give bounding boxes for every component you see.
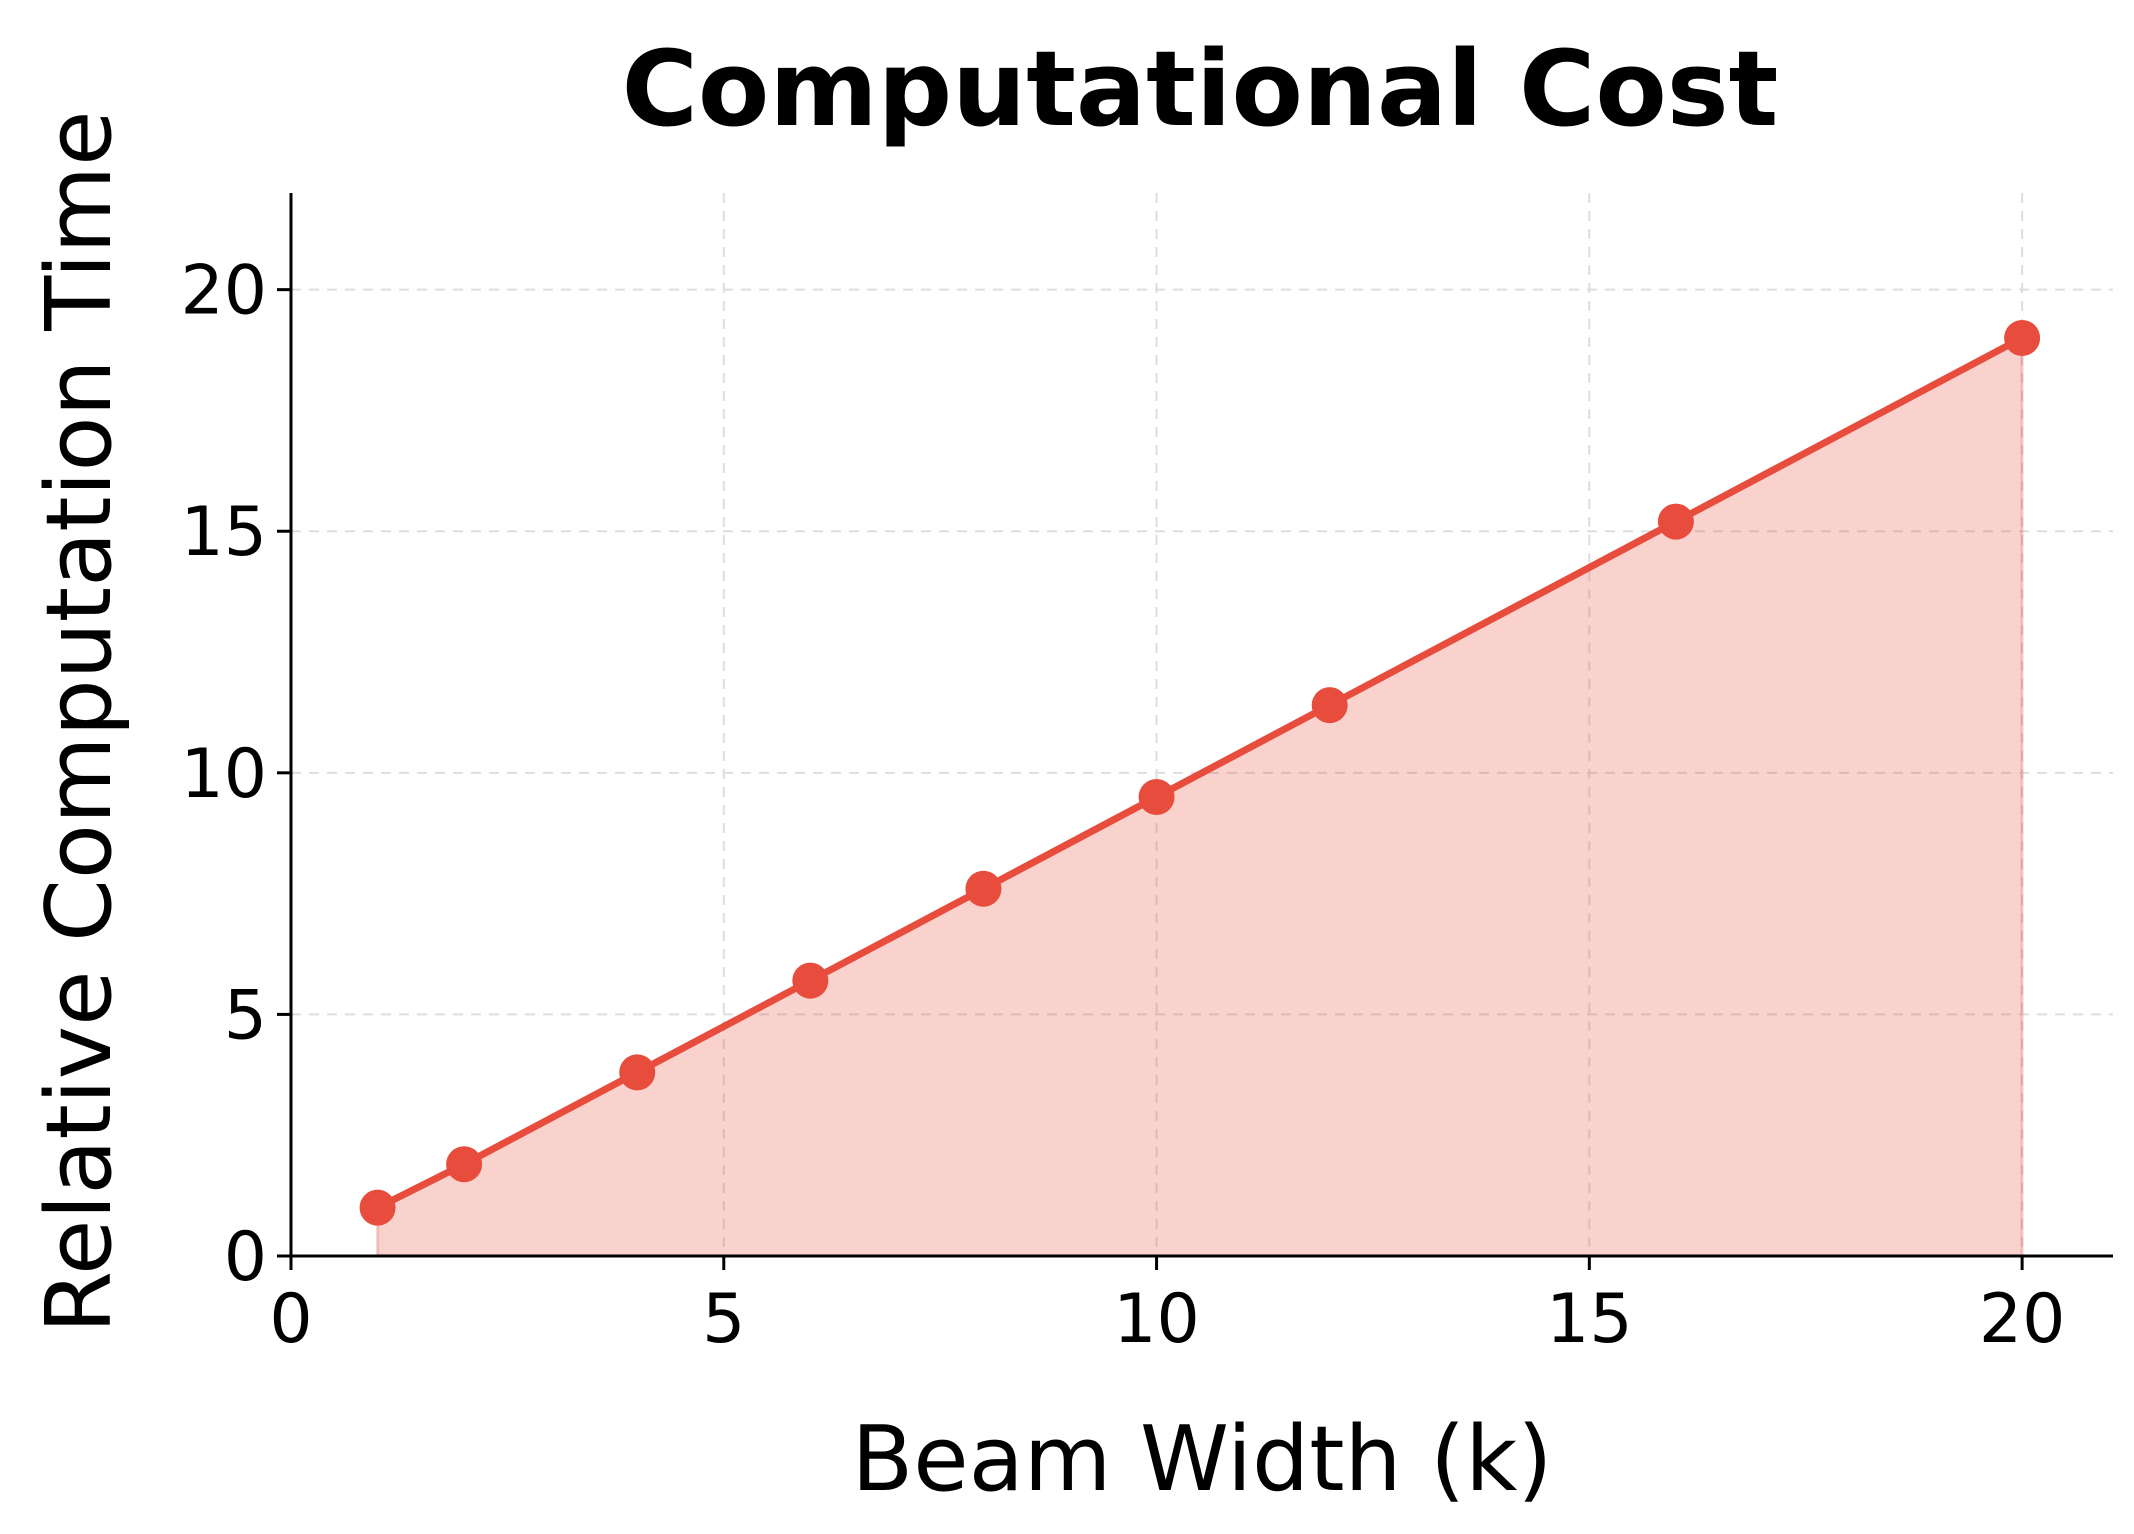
x-axis-label: Beam Width (k) [852,1407,1553,1512]
data-point [619,1054,656,1091]
series [359,319,2041,1226]
y-tick-label: 5 [224,976,267,1055]
axes [289,193,2113,1258]
x-tick-label: 10 [1113,1280,1200,1359]
data-point [359,1189,396,1226]
data-point [792,962,829,999]
series-area [376,335,2024,1258]
x-tick-label: 0 [269,1280,312,1359]
y-axis-label: Relative Computation Time [27,111,132,1334]
chart-title: Computational Cost [622,28,1779,150]
y-tick-label: 15 [180,493,267,572]
data-point [2004,319,2041,356]
data-point [446,1146,483,1183]
y-tick-label: 20 [180,252,267,331]
x-tick-label: 5 [702,1280,745,1359]
area-fill [376,335,2024,1258]
ticks: 0 5 10 15 20 0 5 10 15 20 [180,252,2065,1359]
y-tick-label: 0 [224,1218,267,1297]
y-tick-label: 10 [180,735,267,814]
data-point [1138,778,1175,815]
data-point [965,870,1002,907]
data-point [1311,687,1348,724]
x-tick-label: 15 [1546,1280,1633,1359]
x-tick-label: 20 [1979,1280,2066,1359]
data-point [1657,503,1694,540]
